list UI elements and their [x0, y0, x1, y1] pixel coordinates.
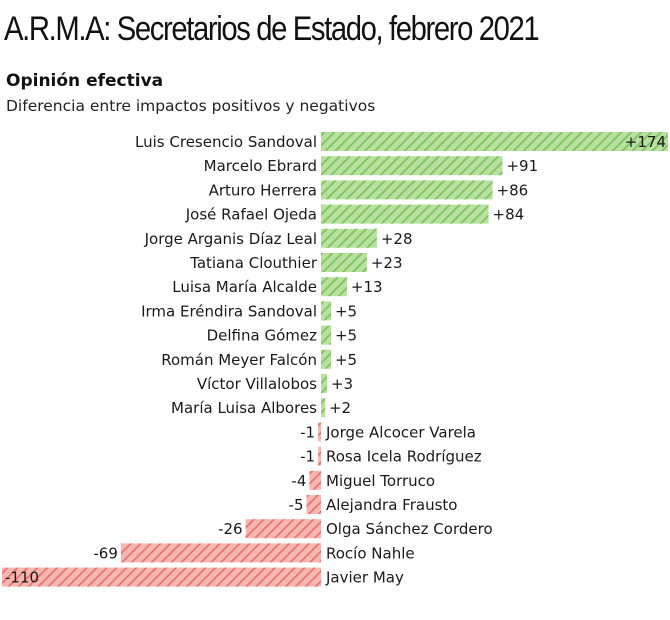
- category-label-18: Javier May: [325, 569, 404, 587]
- value-label-10: +3: [331, 375, 353, 393]
- bar-13: [318, 446, 321, 466]
- category-label-5: Tatiana Clouthier: [189, 254, 318, 272]
- category-label-16: Olga Sánchez Cordero: [326, 520, 493, 538]
- category-label-13: Rosa Icela Rodríguez: [326, 448, 482, 466]
- bars-group: [2, 132, 668, 587]
- value-label-16: -26: [218, 520, 243, 538]
- value-label-18: -110: [5, 569, 39, 587]
- bar-15: [306, 495, 321, 514]
- bar-5: [321, 253, 367, 272]
- chart-title: A.R.M.A: Secretarios de Estado, febrero …: [4, 10, 540, 48]
- chart-subtitle: Opinión efectiva: [6, 71, 164, 91]
- category-label-8: Delfina Gómez: [207, 327, 318, 345]
- category-label-7: Irma Eréndira Sandoval: [141, 302, 317, 320]
- bar-10: [321, 374, 327, 393]
- category-label-11: María Luisa Albores: [171, 399, 317, 417]
- category-label-15: Alejandra Frausto: [326, 496, 457, 514]
- value-label-2: +86: [497, 181, 529, 199]
- category-label-1: Marcelo Ebrard: [204, 157, 317, 175]
- value-label-3: +84: [493, 206, 525, 224]
- value-label-9: +5: [335, 351, 357, 369]
- bar-6: [321, 277, 347, 297]
- bar-3: [321, 204, 489, 224]
- bar-14: [309, 470, 321, 490]
- category-label-14: Miguel Torruco: [326, 472, 435, 490]
- value-label-5: +23: [371, 254, 403, 272]
- value-label-0: +174: [625, 133, 666, 151]
- labels-group: Luis Cresencio Sandoval +174 Marcelo Ebrar…: [5, 133, 666, 587]
- bar-17: [120, 543, 322, 563]
- bar-7: [321, 301, 331, 321]
- category-label-3: José Rafael Ojeda: [185, 206, 317, 224]
- value-label-8: +5: [335, 327, 357, 345]
- category-label-0: Luis Cresencio Sandoval: [135, 133, 317, 151]
- category-label-4: Jorge Arganis Díaz Leal: [144, 230, 317, 248]
- category-label-12: Jorge Alcocer Varela: [325, 423, 476, 441]
- bar-2: [321, 180, 493, 200]
- value-label-12: -1: [300, 423, 315, 441]
- bar-4: [321, 228, 377, 248]
- value-label-17: -69: [93, 544, 118, 562]
- value-label-11: +2: [329, 399, 351, 417]
- chart-description: Diferencia entre impactos positivos y ne…: [6, 97, 376, 115]
- category-label-2: Arturo Herrera: [209, 181, 317, 199]
- category-label-10: Víctor Villalobos: [197, 375, 317, 393]
- value-label-15: -5: [289, 496, 304, 514]
- value-label-13: -1: [300, 448, 315, 466]
- bar-12: [318, 422, 321, 442]
- value-label-7: +5: [335, 302, 357, 320]
- bar-18: [2, 567, 321, 587]
- bar-11: [321, 398, 325, 418]
- value-label-6: +13: [351, 278, 383, 296]
- bar-8: [321, 325, 331, 345]
- category-label-9: Román Meyer Falcón: [161, 351, 317, 369]
- bar-16: [245, 519, 321, 539]
- value-label-14: -4: [291, 472, 306, 490]
- category-label-17: Rocío Nahle: [326, 544, 415, 562]
- bar-1: [321, 156, 503, 176]
- value-label-1: +91: [506, 157, 538, 175]
- bar-0: [321, 132, 668, 151]
- category-label-6: Luisa María Alcalde: [172, 278, 317, 296]
- value-label-4: +28: [381, 230, 413, 248]
- bar-9: [321, 349, 331, 369]
